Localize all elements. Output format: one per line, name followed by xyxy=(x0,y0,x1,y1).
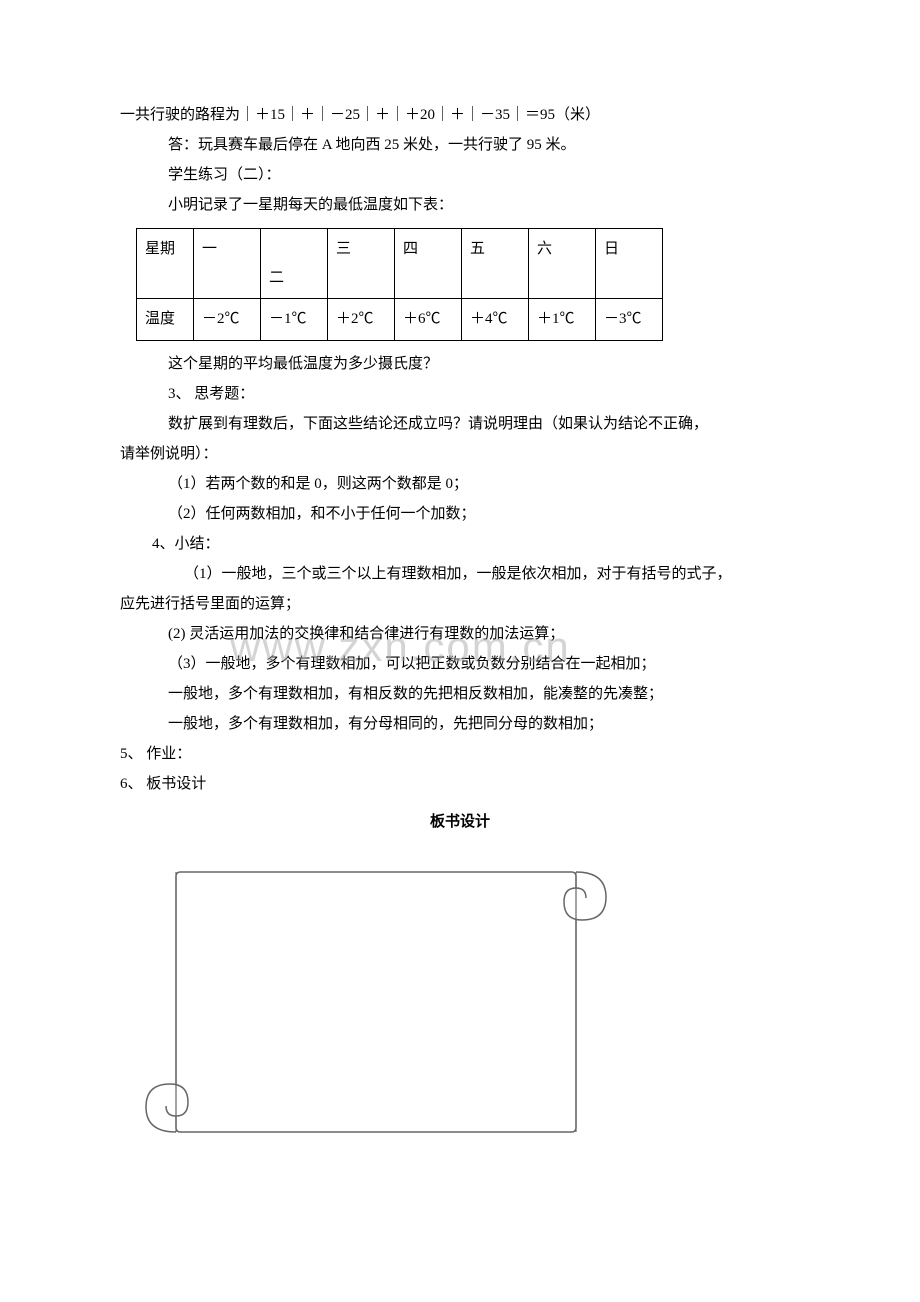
text-line: 应先进行括号里面的运算； xyxy=(120,589,800,619)
text-line: 小明记录了一星期每天的最低温度如下表： xyxy=(120,190,800,220)
table-cell: 六 xyxy=(529,229,596,299)
table-cell: 一 xyxy=(194,229,261,299)
table-cell: ＋4℃ xyxy=(462,299,529,341)
table-row: 星期 一 二 三 四 五 六 日 xyxy=(137,229,663,299)
table-cell: 三 xyxy=(328,229,395,299)
text-line: 一共行驶的路程为｜＋15｜＋｜－25｜＋｜＋20｜＋｜－35｜＝95（米） xyxy=(120,100,800,130)
text-line: （2）任何两数相加，和不小于任何一个加数； xyxy=(120,499,800,529)
table-cell: －1℃ xyxy=(261,299,328,341)
text-line: 请举例说明）： xyxy=(120,439,800,469)
text-line: 答：玩具赛车最后停在 A 地向西 25 米处，一共行驶了 95 米。 xyxy=(120,130,800,160)
text-line: 一般地，多个有理数相加，有相反数的先把相反数相加，能凑整的先凑整； xyxy=(120,679,800,709)
table-row: 温度 －2℃ －1℃ ＋2℃ ＋6℃ ＋4℃ ＋1℃ －3℃ xyxy=(137,299,663,341)
table-cell: 五 xyxy=(462,229,529,299)
text-line: （1）一般地，三个或三个以上有理数相加，一般是依次相加，对于有括号的式子， xyxy=(120,559,800,589)
text-line: 一般地，多个有理数相加，有分母相同的，先把同分母的数相加； xyxy=(120,709,800,739)
text-line: 学生练习（二）： xyxy=(120,160,800,190)
table-cell: 星期 xyxy=(137,229,194,299)
text-line: 5、 作业： xyxy=(120,739,800,769)
text-line: 这个星期的平均最低温度为多少摄氏度？ xyxy=(120,349,800,379)
table-cell: 二 xyxy=(261,229,328,299)
table-cell: 日 xyxy=(596,229,663,299)
text-line: (2) 灵活运用加法的交换律和结合律进行有理数的加法运算； xyxy=(120,619,800,649)
table-cell: －3℃ xyxy=(596,299,663,341)
text-line: （1）若两个数的和是 0，则这两个数都是 0； xyxy=(120,469,800,499)
table-cell: ＋1℃ xyxy=(529,299,596,341)
temperature-table: 星期 一 二 三 四 五 六 日 温度 －2℃ －1℃ ＋2℃ ＋6℃ ＋4℃ … xyxy=(136,228,663,341)
scroll-shape xyxy=(136,852,616,1152)
table-cell: 温度 xyxy=(137,299,194,341)
board-design-title: 板书设计 xyxy=(120,807,800,837)
text-line: （3）一般地，多个有理数相加，可以把正数或负数分别结合在一起相加； xyxy=(120,649,800,679)
table-cell: 四 xyxy=(395,229,462,299)
table-cell: ＋2℃ xyxy=(328,299,395,341)
text-line: 4、小结： xyxy=(120,529,800,559)
document-page: 一共行驶的路程为｜＋15｜＋｜－25｜＋｜＋20｜＋｜－35｜＝95（米） 答：… xyxy=(0,0,920,1212)
table-cell: －2℃ xyxy=(194,299,261,341)
text-line: 6、 板书设计 xyxy=(120,769,800,799)
table-cell: ＋6℃ xyxy=(395,299,462,341)
text-line: 3、 思考题： xyxy=(120,379,800,409)
text-line: 数扩展到有理数后，下面这些结论还成立吗？请说明理由（如果认为结论不正确， xyxy=(120,409,800,439)
